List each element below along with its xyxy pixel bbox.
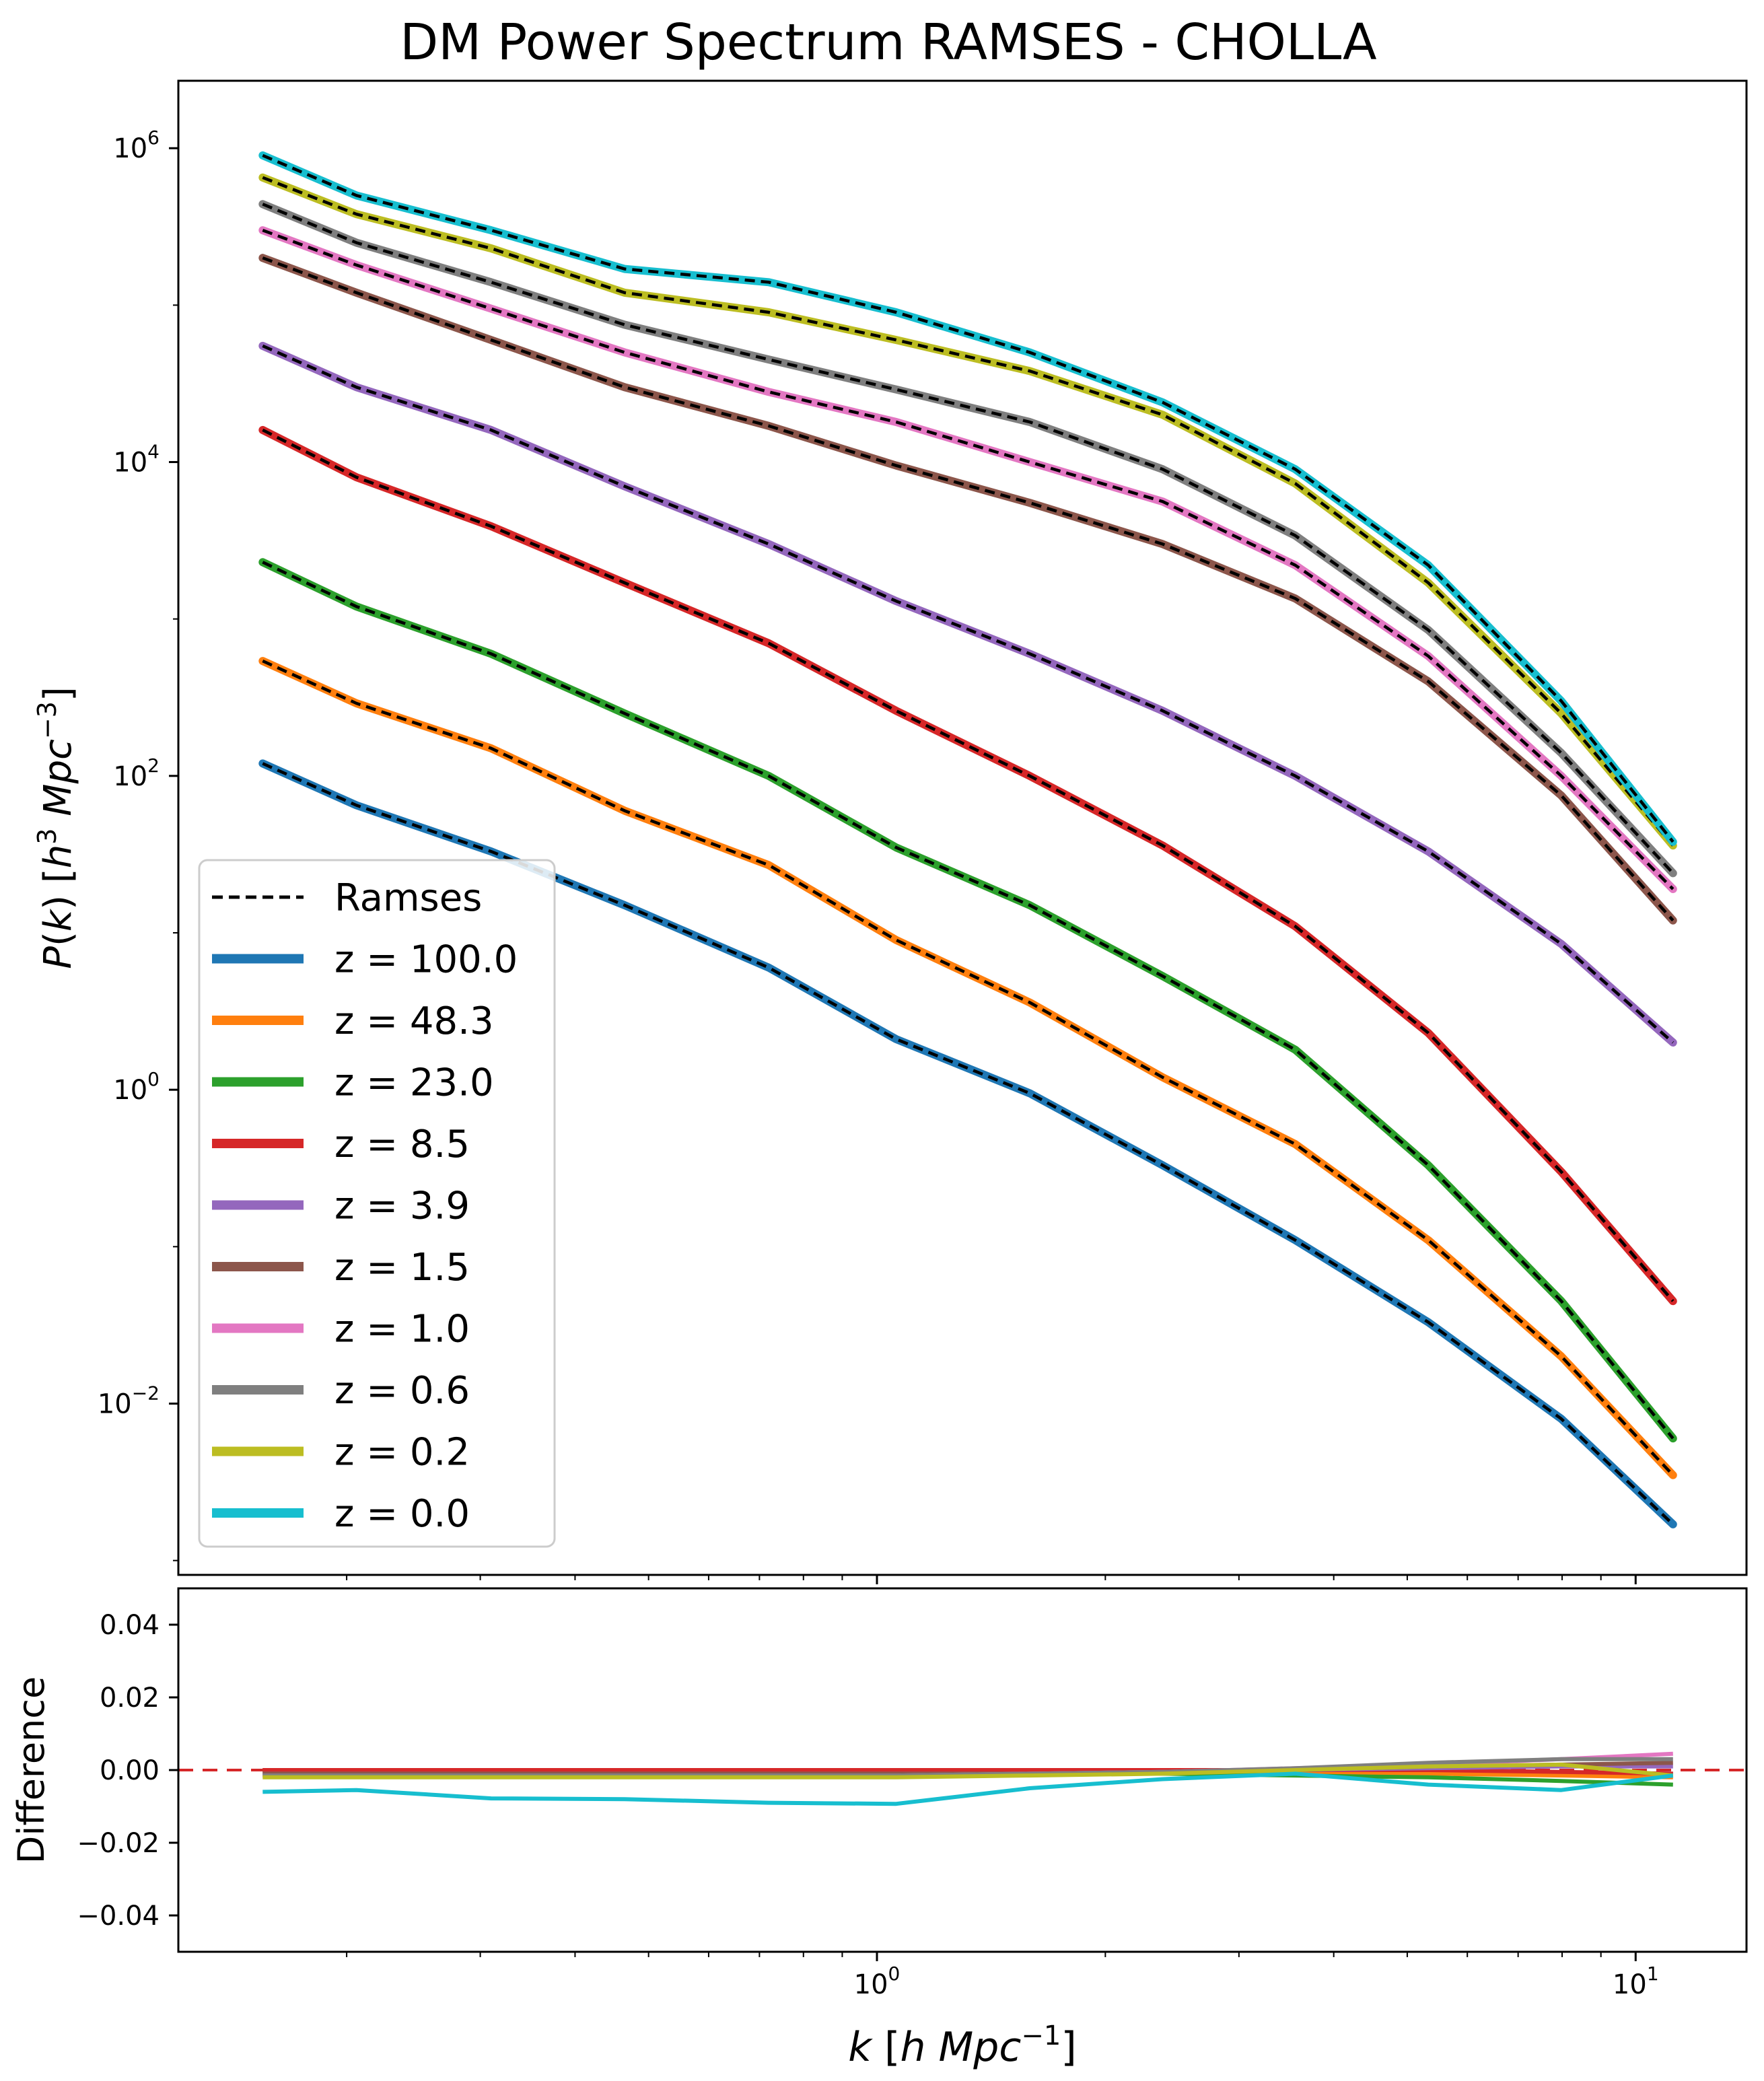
legend-label-z-100-0: z = 100.0	[334, 938, 518, 982]
y-tick-label: 0.02	[100, 1683, 160, 1714]
legend: Ramses z = 100.0 z = 48.3 z = 23.0 z = 8.5 z …	[198, 859, 556, 1548]
ramses-reference-line-z-0-0	[262, 153, 1674, 843]
bottom-y-axis-label: Difference	[10, 1677, 52, 1864]
y-tick-label: 0.00	[100, 1755, 160, 1786]
top-series-group	[258, 151, 1677, 1528]
bottom-y-ticks: 0.04 0.02 0.00 −0.02 −0.04	[77, 1610, 178, 1932]
legend-label-z-0-6: z = 0.6	[334, 1369, 470, 1413]
ramses-reference-line-z-48-3	[262, 660, 1674, 1477]
bottom-axes-frame	[177, 1587, 1748, 1953]
x-tick-label: 100	[854, 1963, 901, 2000]
difference-line-z-0-0	[262, 1771, 1674, 1806]
ramses-reference-line-z-100-0	[262, 762, 1674, 1526]
legend-label-z-0-0: z = 0.0	[334, 1492, 470, 1536]
bottom-series-group	[262, 1751, 1674, 1806]
legend-items: Ramses z = 100.0 z = 48.3 z = 23.0 z = 8.5 z …	[212, 876, 518, 1536]
top-axes-frame	[177, 79, 1748, 1576]
legend-label-ramses: Ramses	[334, 876, 482, 920]
y-tick-label: 100	[113, 1068, 160, 1106]
y-tick-label: 10−2	[98, 1382, 160, 1420]
difference-panel: 0.04 0.02 0.00 −0.02 −0.04 100 101 Difference…	[10, 1587, 1748, 2071]
legend-label-z-1-5: z = 1.5	[334, 1246, 470, 1290]
top-y-axis-label: P(k) [h3 Mpc−3]	[32, 686, 80, 969]
legend-label-z-23-0: z = 23.0	[334, 1061, 494, 1105]
ramses-reference-line-z-0-2	[262, 176, 1674, 847]
legend-label-z-48-3: z = 48.3	[334, 999, 494, 1043]
difference-line-z-8-5	[262, 1768, 1673, 1776]
difference-line-z-0-2	[262, 1762, 1674, 1779]
legend-box	[198, 859, 556, 1548]
top-y-ticks: 106 104 102 100 10−2	[98, 127, 178, 1561]
legend-label-z-1-0: z = 1.0	[334, 1308, 470, 1351]
chart-title: DM Power Spectrum RAMSES - CHOLLA	[400, 13, 1377, 71]
y-tick-label: −0.04	[77, 1901, 160, 1932]
y-tick-label: 102	[113, 754, 160, 792]
bottom-x-ticks: 100 101	[346, 1952, 1659, 2000]
y-tick-label: −0.02	[77, 1828, 160, 1859]
x-tick-label: 101	[1613, 1963, 1659, 2000]
legend-label-z-0-2: z = 0.2	[334, 1431, 470, 1475]
legend-label-z-3-9: z = 3.9	[334, 1185, 470, 1228]
y-tick-label: 104	[113, 441, 160, 479]
legend-label-z-8-5: z = 8.5	[334, 1123, 470, 1166]
power-spectrum-panel: 106 104 102 100 10−2 P(k) [h3 Mpc−3] Ramses z…	[32, 79, 1748, 1584]
y-tick-label: 0.04	[100, 1610, 160, 1641]
ramses-reference-line-z-1-0	[262, 228, 1674, 890]
x-axis-label: k [h Mpc−1]	[848, 2020, 1077, 2071]
ramses-reference-line-z-0-6	[262, 203, 1674, 874]
ramses-reference-line-z-3-9	[262, 344, 1674, 1044]
ramses-reference-line-z-8-5	[262, 428, 1674, 1302]
y-tick-label: 106	[113, 127, 160, 164]
ramses-reference-line-z-1-5	[262, 256, 1674, 922]
ramses-reference-line-z-23-0	[262, 561, 1674, 1440]
